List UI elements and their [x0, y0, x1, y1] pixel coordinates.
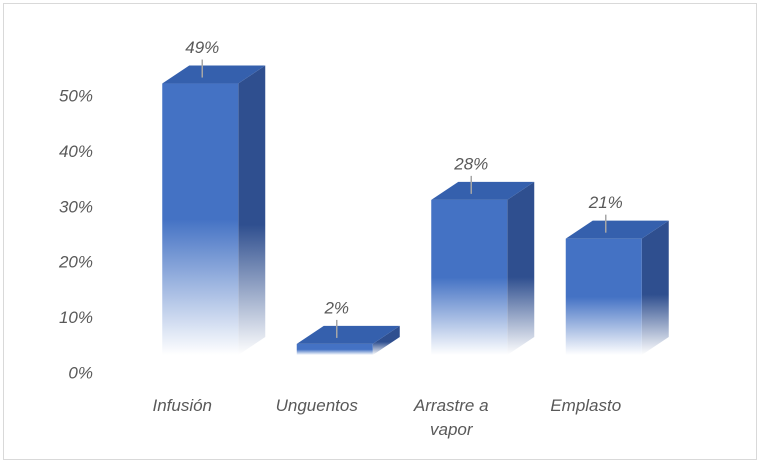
x-tick-label: Arrastre a vapor — [413, 396, 489, 439]
y-tick-label: 50% — [59, 86, 93, 105]
y-tick-label: 10% — [59, 308, 93, 327]
bar-side — [372, 325, 400, 355]
bar — [162, 83, 239, 355]
bar — [296, 343, 373, 355]
x-tick-label: Unguentos — [275, 396, 358, 415]
bar-side — [238, 65, 266, 355]
y-tick-label: 0% — [68, 363, 93, 382]
value-label: 21% — [588, 193, 623, 212]
y-tick-label: 30% — [59, 197, 93, 216]
x-tick-label: Emplasto — [550, 396, 622, 415]
y-tick-label: 20% — [58, 253, 93, 272]
x-tick-label: Infusión — [152, 396, 213, 415]
bar-top — [162, 65, 266, 84]
bar-top — [431, 181, 535, 200]
value-label: 49% — [185, 38, 219, 57]
value-label: 2% — [323, 298, 349, 317]
y-tick-label: 40% — [59, 142, 93, 161]
value-label: 28% — [453, 154, 488, 173]
bar-side — [641, 220, 669, 355]
bar — [431, 199, 508, 355]
bar-top — [296, 325, 400, 344]
bar — [565, 238, 642, 355]
bar-side — [507, 181, 535, 355]
bar-top — [565, 220, 669, 239]
chart-border — [3, 3, 757, 460]
